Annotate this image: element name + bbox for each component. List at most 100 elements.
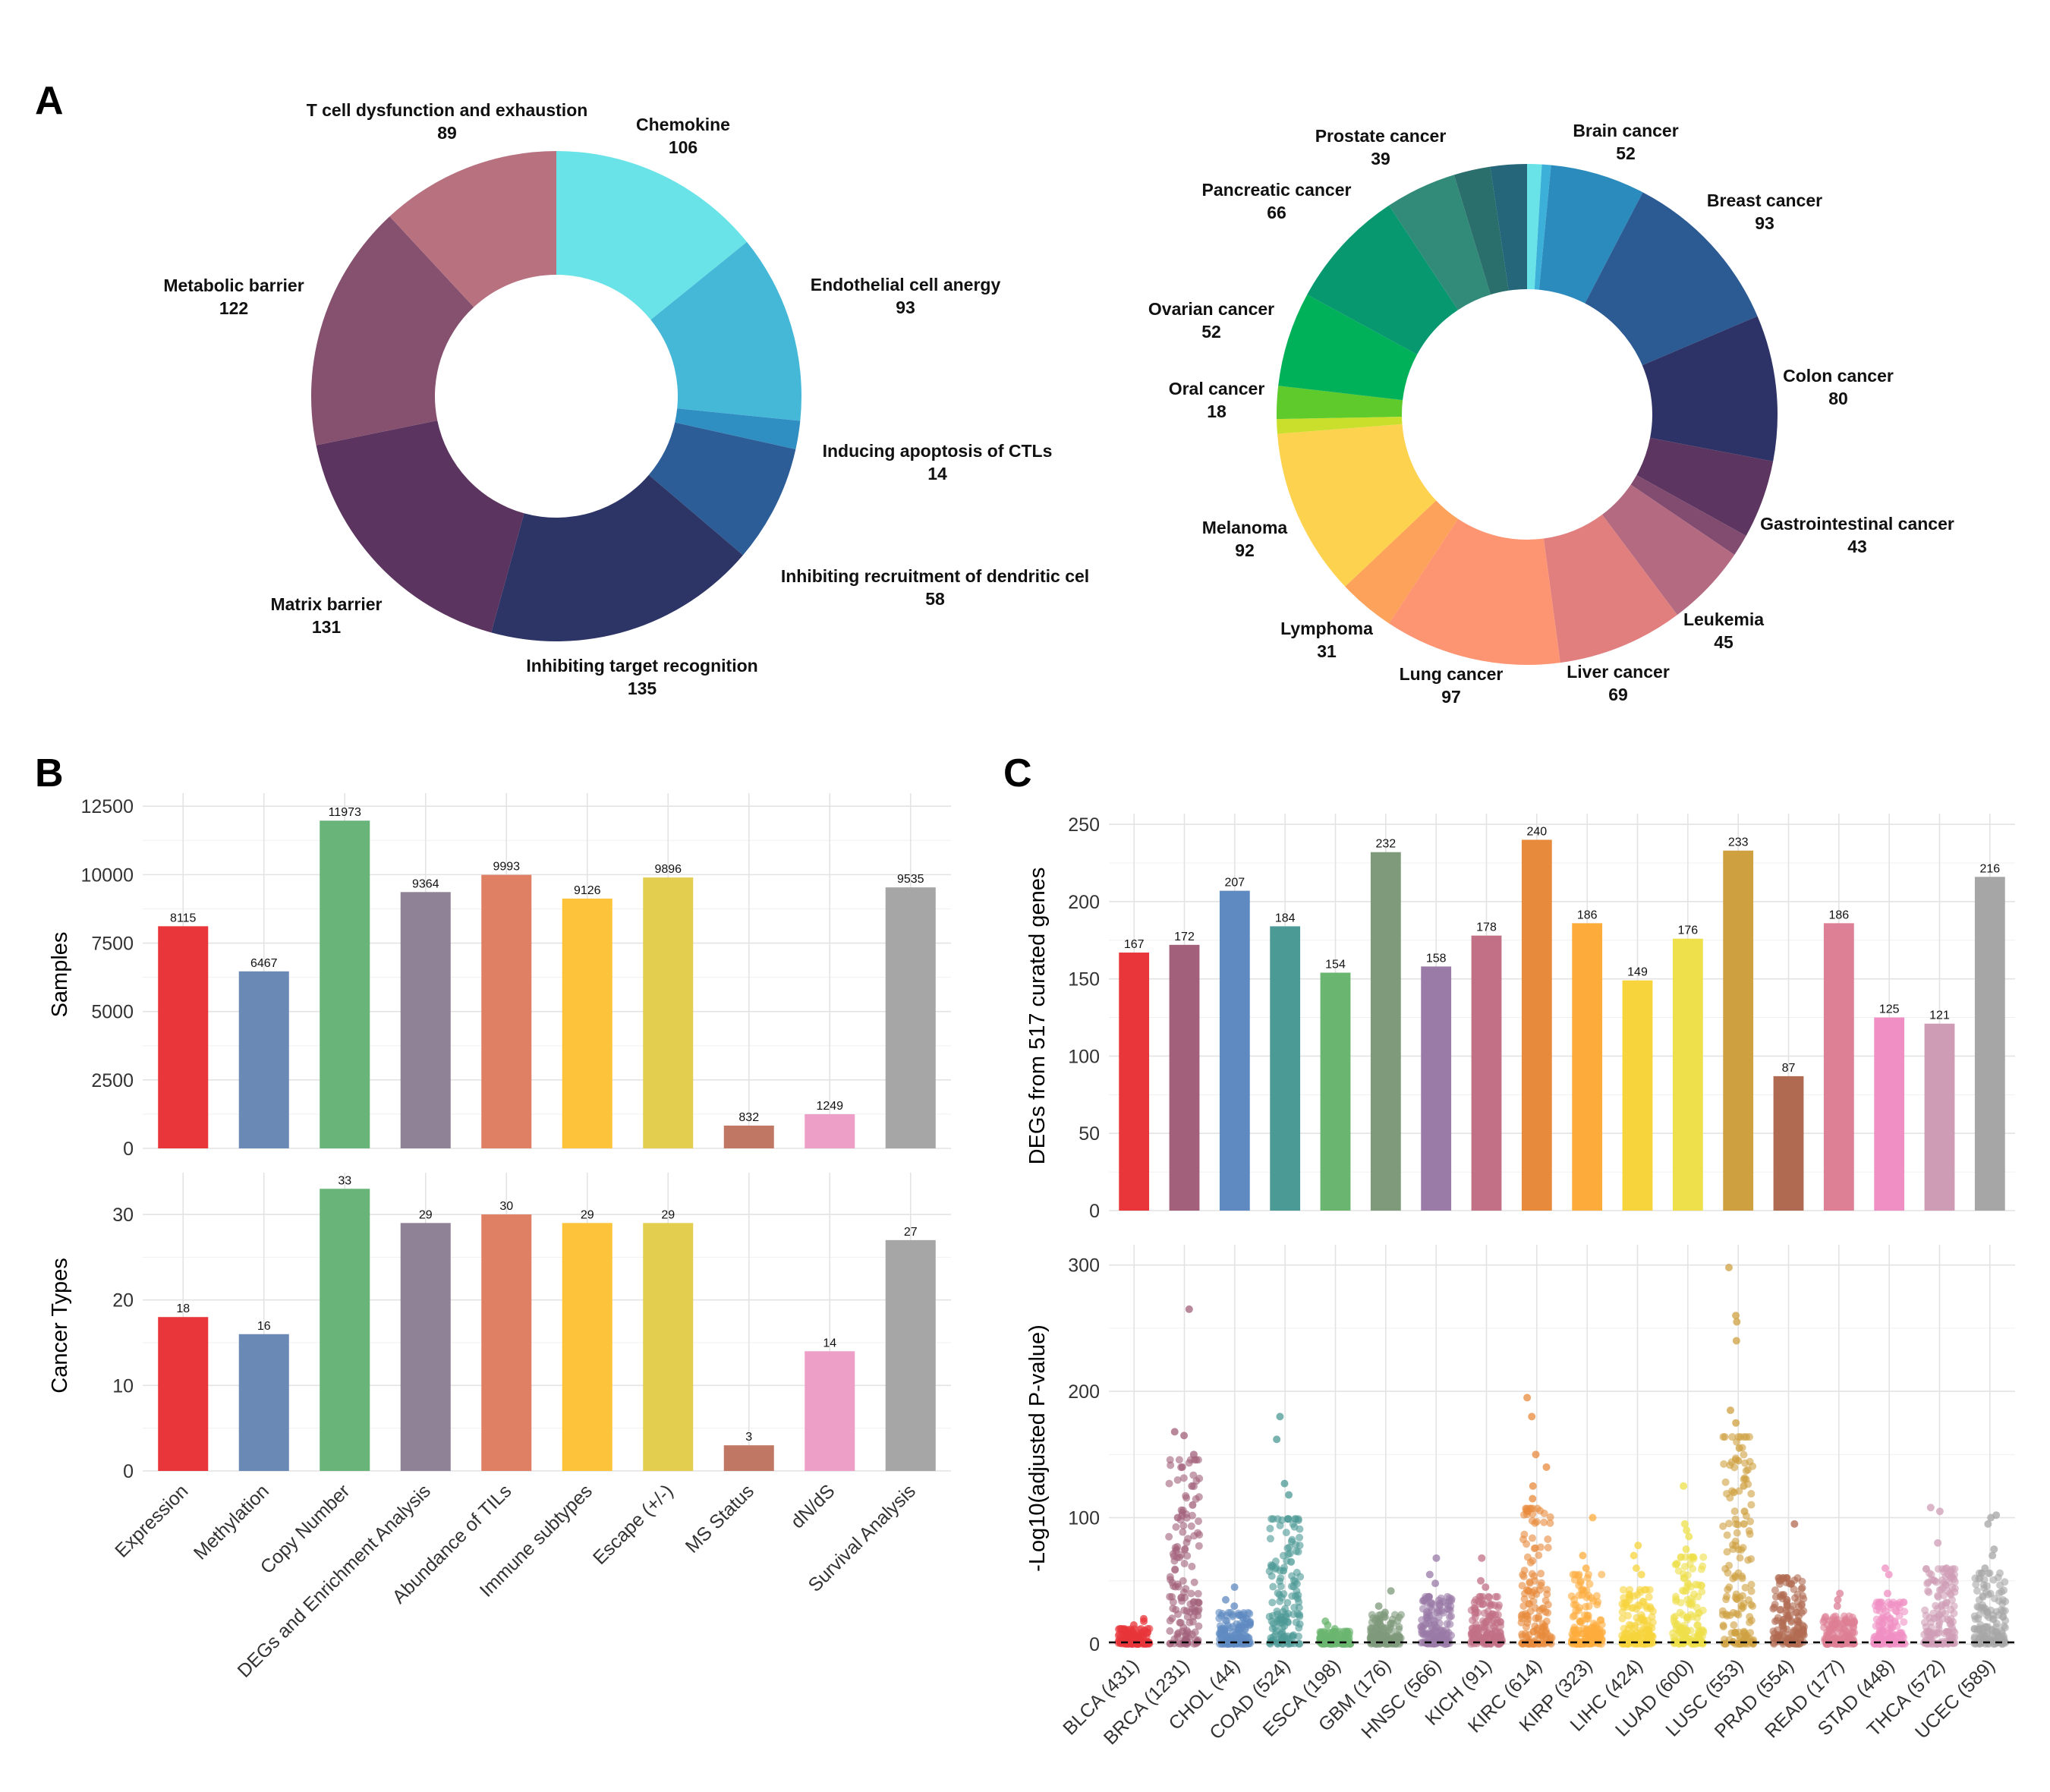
scatter-point [1571,1570,1579,1579]
scatter-point [1981,1564,1989,1573]
donut-label-liver-cancer: Liver cancer [1567,662,1670,682]
scatter-point [1267,1515,1276,1523]
scatter-point [1343,1627,1351,1636]
scatter-point [1182,1491,1190,1500]
y-tick-label: 300 [1068,1255,1100,1277]
panel-label-b: B [35,751,64,795]
scatter-point [1381,1608,1389,1617]
scatter-point [1387,1587,1395,1595]
scatter-point [1189,1471,1198,1479]
scatter-point [1283,1635,1291,1643]
scatter-point [1833,1602,1841,1611]
scatter-point [1740,1520,1748,1528]
scatter-point [1944,1587,1952,1595]
scatter-point [1973,1586,1981,1595]
donut-slice-unlabeled-18 [1490,164,1527,291]
scatter-point [1366,1624,1375,1633]
scatter-group-stad-448 [1869,1564,1909,1648]
scatter-point [1881,1564,1889,1573]
scatter-point [1431,1579,1440,1588]
bar-immune-subtypes [562,898,612,1148]
scatter-point [1589,1513,1597,1522]
scatter-point [1948,1595,1956,1604]
scatter-point [1169,1605,1177,1613]
scatter-point [1183,1551,1192,1560]
bar-coad-524 [1270,926,1301,1211]
scatter-point [1747,1580,1756,1589]
bar-value-label: 149 [1627,966,1648,979]
y-tick-label: 0 [123,1139,134,1160]
scatter-point [1995,1589,2004,1598]
scatter-point [1483,1632,1491,1640]
scatter-point [1472,1625,1481,1633]
scatter-point [1680,1482,1688,1490]
donut-label-leukemia: Leukemia [1683,609,1764,629]
donut-value-gastrointestinal-cancer: 43 [1847,537,1867,556]
scatter-point [1740,1507,1749,1516]
scatter-point [1740,1474,1749,1482]
scatter-point [1734,1457,1743,1465]
scatter-point [1780,1633,1788,1641]
scatter-point [1975,1596,1983,1605]
scatter-point [1689,1553,1698,1561]
y-tick-label: 0 [1089,1634,1100,1655]
scatter-point [1526,1600,1534,1608]
scatter-point [1268,1598,1277,1607]
bar-value-label: 11973 [329,806,361,819]
scatter-point [1926,1504,1935,1512]
scatter-point [1469,1635,1478,1643]
donut-slice-t-cell-dysfunction-and-exhaustion [389,151,556,307]
scatter-point [1295,1603,1303,1611]
scatter-point [1834,1595,1842,1604]
scatter-point [1239,1611,1247,1619]
y-tick-label: 10000 [80,865,134,886]
scatter-point [1169,1598,1177,1606]
scatter-point [1990,1545,1998,1554]
scatter-point [1189,1450,1198,1459]
scatter-point [1975,1569,1983,1577]
scatter-point [1546,1519,1554,1527]
scatter-point [1799,1592,1807,1600]
scatter-point [1645,1593,1653,1601]
scatter-point [1726,1611,1734,1620]
scatter-point [1594,1635,1602,1643]
scatter-point [1520,1595,1529,1603]
scatter-point [1618,1631,1626,1639]
scatter-group-brca-1231 [1165,1305,1204,1648]
donut-value-lymphoma: 31 [1317,641,1337,661]
scatter-point [1479,1600,1488,1608]
scatter-point [1745,1433,1753,1441]
scatter-point [1942,1628,1951,1636]
scatter-point [1793,1608,1801,1617]
scatter-point [1194,1589,1202,1598]
scatter-point [1188,1562,1196,1570]
scatter-point [1576,1577,1585,1586]
scatter-point [1532,1450,1540,1459]
donut-label-oral-cancer: Oral cancer [1169,379,1265,398]
scatter-point [1741,1583,1749,1592]
donut-label-gastrointestinal-cancer: Gastrointestinal cancer [1760,514,1954,534]
scatter-point [1477,1576,1485,1585]
scatter-point [1630,1639,1638,1648]
scatter-point [1273,1435,1281,1444]
donut-value-colon-cancer: 80 [1828,389,1848,408]
scatter-point [1736,1593,1744,1601]
donut-value-metabolic-barrier: 122 [219,298,248,318]
scatter-point [1900,1639,1909,1648]
scatter-point [1679,1611,1687,1619]
scatter-point [1592,1622,1601,1630]
bar-value-label: 232 [1375,838,1396,851]
scatter-point [1630,1551,1638,1560]
scatter-point [1237,1621,1245,1630]
scatter-point [1926,1614,1934,1622]
scatter-point [1637,1611,1645,1619]
donut-label-inducing-apoptosis-of-ctls: Inducing apoptosis of CTLs [823,441,1053,461]
panel-label-c: C [1003,751,1032,795]
donut-value-lung-cancer: 97 [1441,687,1461,707]
bar-value-label: 9535 [897,873,924,886]
scatter-point [1639,1639,1647,1648]
scatter-point [1317,1635,1325,1643]
scatter-group-kirc-614 [1517,1394,1556,1648]
scatter-point [1520,1530,1529,1538]
scatter-point [1774,1632,1782,1640]
